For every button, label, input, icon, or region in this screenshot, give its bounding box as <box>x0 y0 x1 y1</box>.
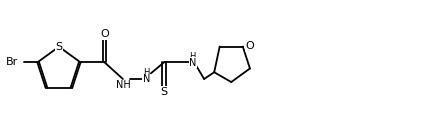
Text: S: S <box>160 87 167 97</box>
Text: H: H <box>143 68 150 77</box>
Text: N: N <box>189 58 196 68</box>
Text: Br: Br <box>6 57 18 67</box>
Text: H: H <box>190 52 196 61</box>
Text: O: O <box>245 41 254 51</box>
Text: S: S <box>55 42 62 52</box>
Text: N: N <box>143 74 150 84</box>
Text: O: O <box>100 29 109 39</box>
Text: NH: NH <box>116 80 131 90</box>
